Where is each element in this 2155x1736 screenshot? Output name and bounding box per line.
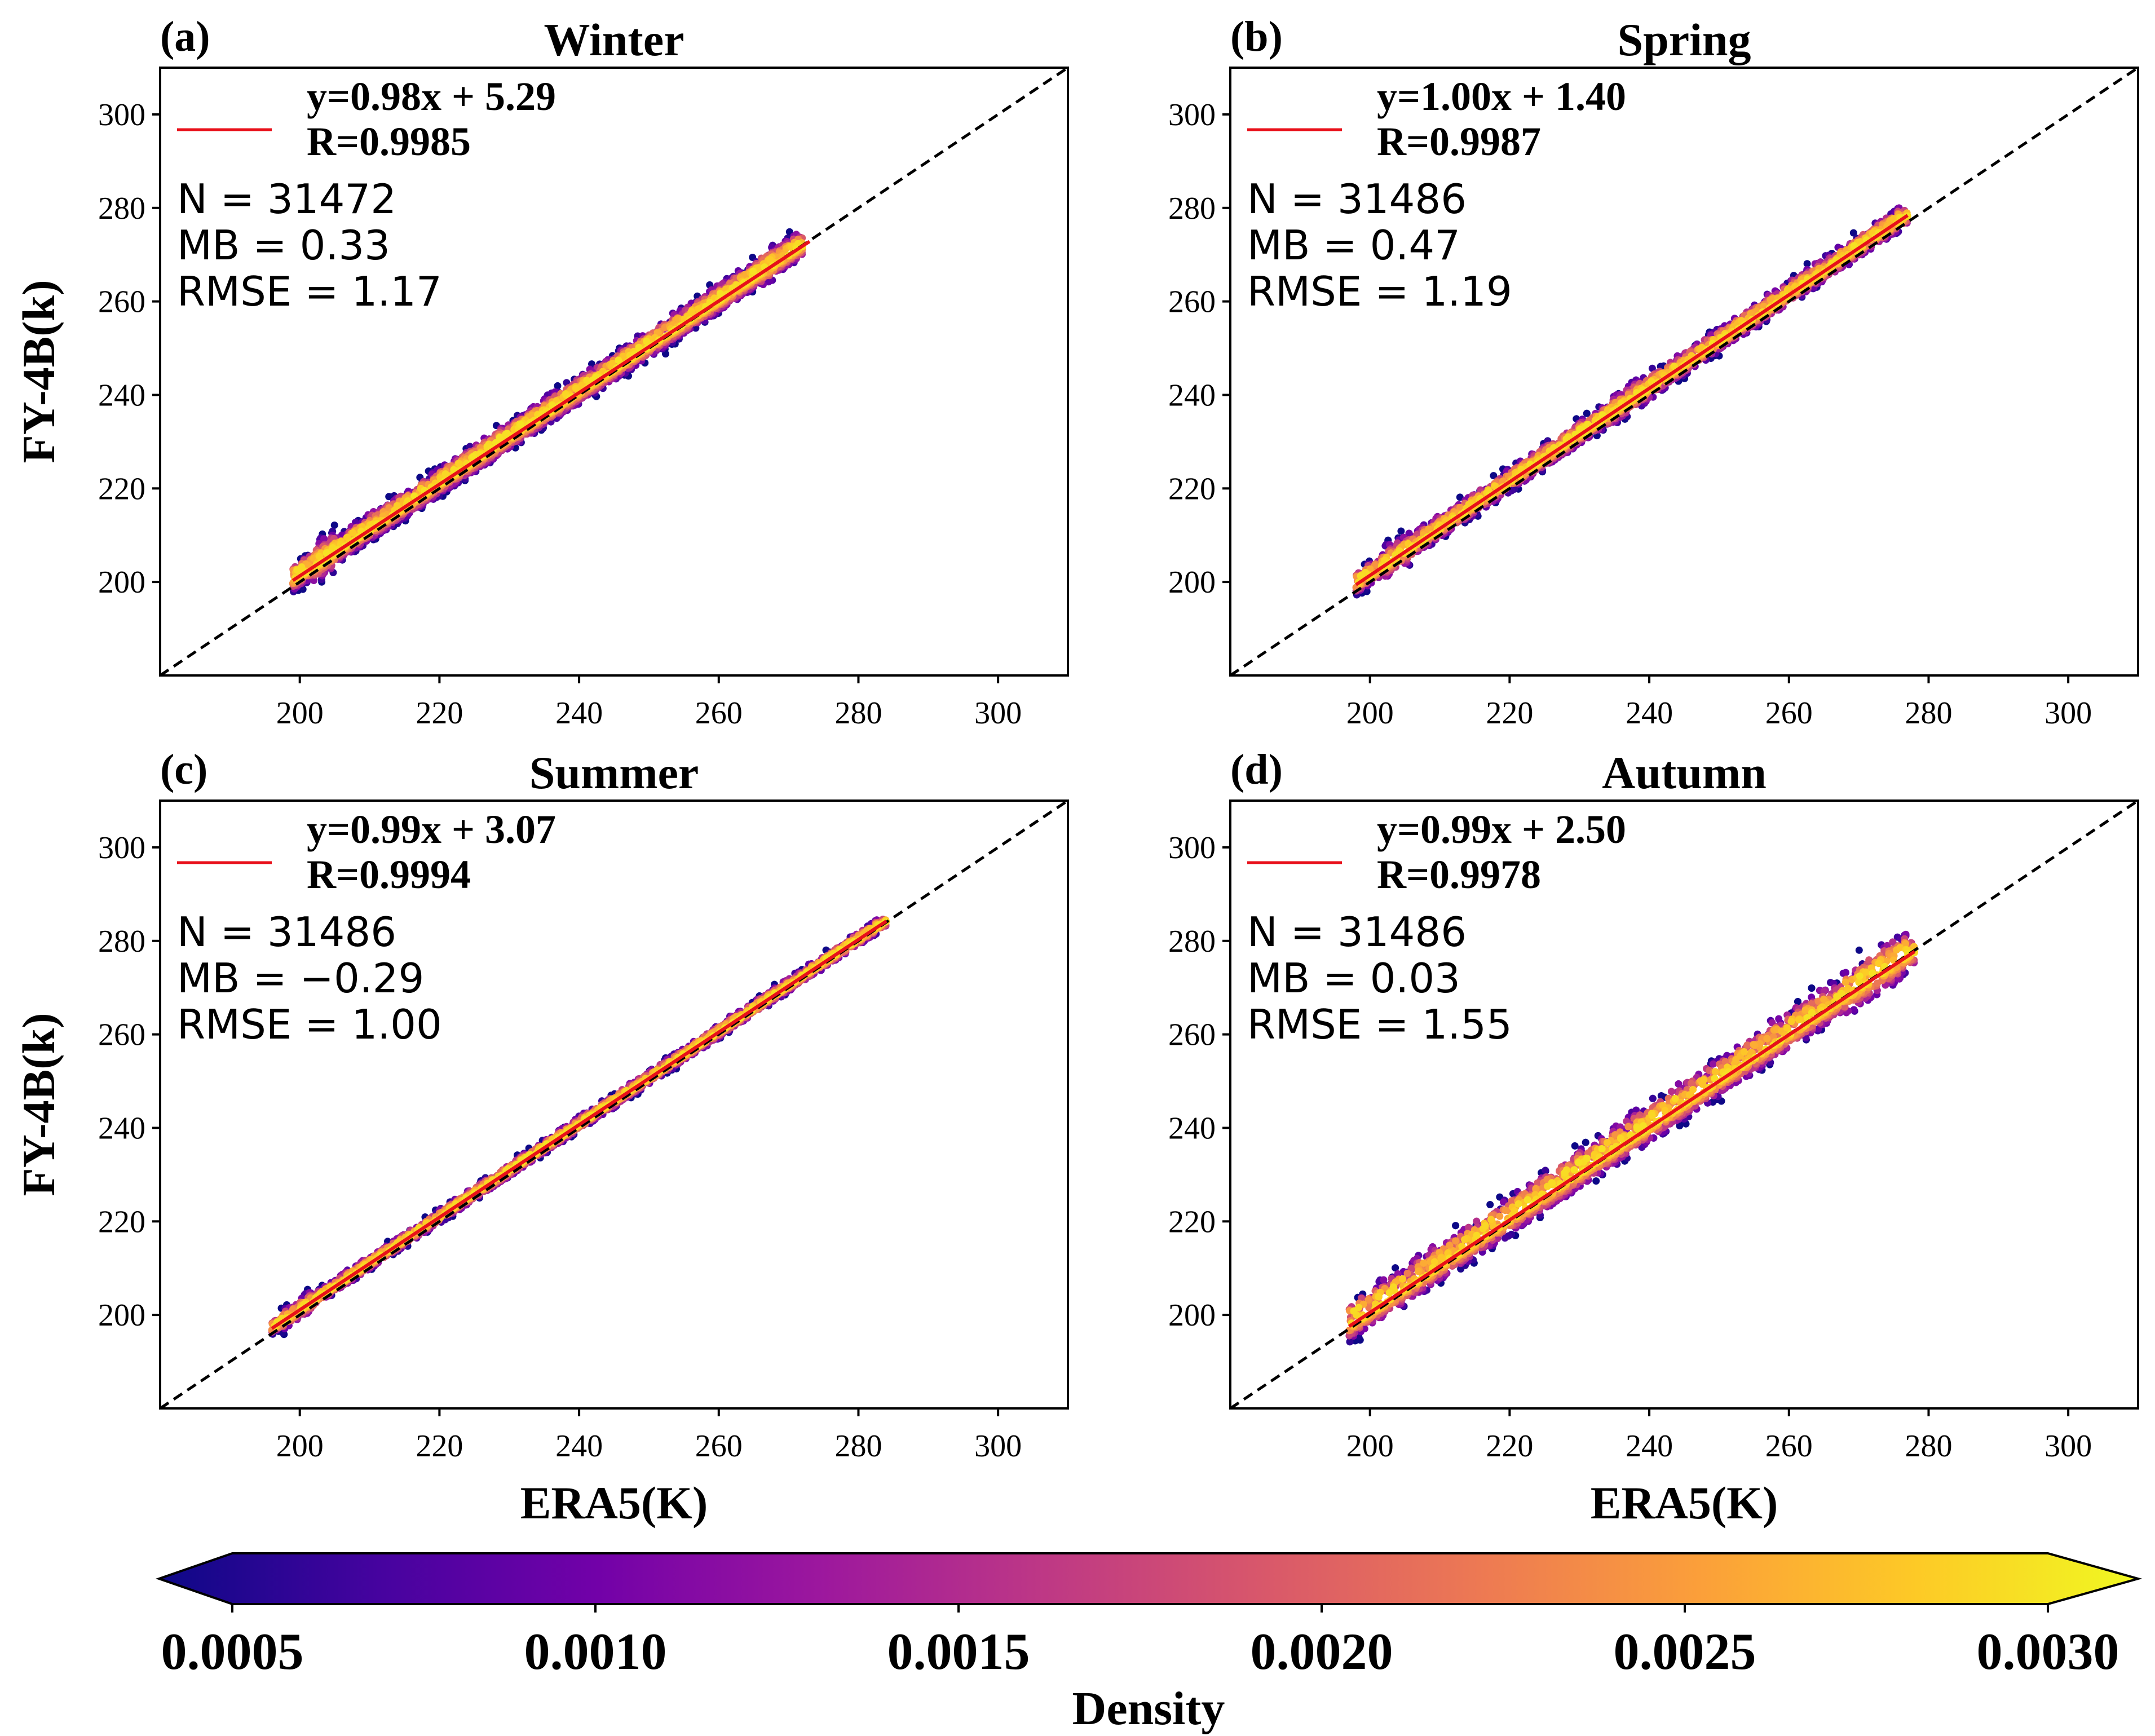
panel-a-point: [572, 385, 580, 392]
panel-a-point: [496, 434, 504, 441]
panel-a-legend-equation: y=0.98x + 5.29: [307, 74, 556, 119]
panel-a-point: [554, 382, 562, 390]
panel-a-point: [469, 453, 477, 461]
panel-a-x-tick-label: 260: [695, 696, 743, 731]
panel-b-point: [1648, 364, 1656, 372]
panel-a-x-tick-label: 280: [834, 696, 882, 731]
panel-a-point: [583, 377, 591, 384]
panel-a-x-tick-label: 300: [974, 696, 1022, 731]
panel-b-points: [1352, 204, 1911, 599]
panel-a-y-tick-label: 240: [98, 378, 145, 413]
panel-a-point: [349, 529, 357, 537]
panel-a-y-ticks: 200 220 240 260 280 300: [98, 98, 160, 600]
panel-a-point: [456, 460, 463, 467]
panel-a-y-tick-label: 280: [98, 191, 145, 226]
panel-a-y-tick-label: 220: [98, 471, 145, 506]
panel-b-point: [1849, 229, 1857, 237]
panel-a-point: [615, 356, 622, 364]
panel-a-y-tick-label: 200: [98, 565, 145, 600]
panel-a-point: [517, 421, 525, 429]
panel-a-plot-frame: [159, 67, 1069, 677]
panel-a-x-tick-label: 220: [416, 696, 463, 731]
panel-a-legend-r: R=0.9985: [307, 119, 471, 164]
panel-a-point: [528, 411, 536, 419]
panel-a-x-tick-label: 200: [276, 696, 324, 731]
panel-a-x-ticks: 200 220 240 260 280 300: [276, 675, 1022, 731]
panel-a-fit-line: [292, 240, 811, 582]
panel-a-stat-rmse: RMSE = 1.17: [177, 268, 442, 315]
panel-a-point: [716, 290, 724, 298]
panel-a-y-tick-label: 300: [98, 98, 145, 132]
panel-a: 200 220 240 260 280 300 200 220 240 260 280 300 (a…: [13, 13, 1069, 731]
panel-a-point: [643, 337, 651, 345]
panel-a-point: [635, 343, 643, 351]
panel-a-point: [504, 430, 511, 438]
panel-a-point: [754, 264, 762, 272]
panel-a-point: [749, 267, 757, 275]
panel-a-point: [441, 470, 449, 478]
panel-b-point: [1803, 260, 1811, 268]
panel-a-point: [320, 535, 328, 543]
panel-a-stat-mb: MB = 0.33: [177, 222, 390, 269]
panel-a-label: (a): [160, 13, 210, 60]
panel-a-stat-n: N = 31472: [177, 175, 396, 223]
panel-a-point: [687, 308, 695, 316]
panel-b-point: [1490, 472, 1498, 480]
panel-b-point: [1583, 409, 1591, 417]
panel-a-point: [330, 522, 338, 529]
panel-a-point: [766, 256, 774, 264]
panel-a-y-tick-label: 260: [98, 285, 145, 320]
panel-a-ylabel: FY-4B(k): [13, 280, 64, 463]
panel-a-x-tick-label: 240: [555, 696, 603, 731]
panel-b-point: [1491, 482, 1499, 490]
panel-a-point: [766, 277, 774, 285]
panel-a-point: [323, 549, 330, 557]
panel-a-title: Winter: [544, 14, 684, 65]
panel-a-point: [293, 566, 301, 574]
panel-b-point: [1456, 493, 1464, 501]
panel-b-point: [1397, 527, 1405, 535]
